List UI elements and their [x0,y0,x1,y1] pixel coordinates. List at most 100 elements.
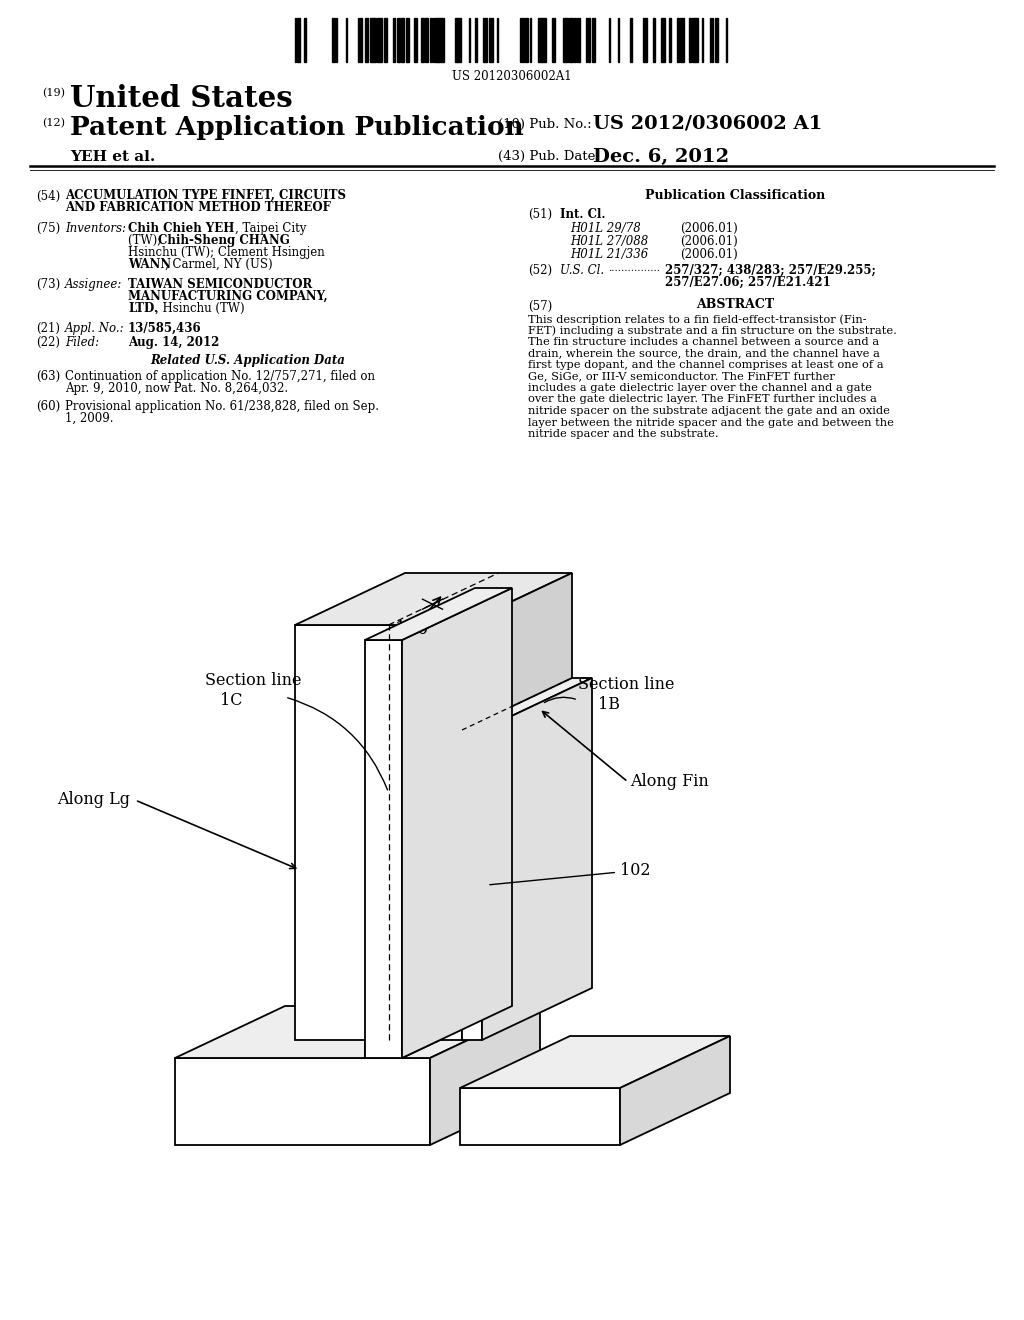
Text: , Hsinchu (TW): , Hsinchu (TW) [155,302,245,315]
Bar [384,18,386,62]
Polygon shape [462,730,482,1040]
Text: The fin structure includes a channel between a source and a: The fin structure includes a channel bet… [528,337,880,347]
Polygon shape [365,640,402,1059]
Bar [406,18,409,62]
Bar [401,18,404,62]
Text: United States: United States [70,84,293,114]
Text: Publication Classification: Publication Classification [645,189,825,202]
Text: ABSTRACT: ABSTRACT [696,298,774,312]
Bar [370,18,375,62]
Text: 257/E27.06; 257/E21.421: 257/E27.06; 257/E21.421 [665,276,830,289]
Bar [393,18,395,62]
Bar [360,18,362,62]
Text: (43) Pub. Date:: (43) Pub. Date: [498,150,600,162]
Bar [715,18,718,62]
Text: (2006.01): (2006.01) [680,235,737,248]
Polygon shape [365,587,512,640]
Bar [304,18,306,62]
Text: (63): (63) [36,370,60,383]
Bar [643,18,647,62]
Text: 1, 2009.: 1, 2009. [65,412,114,425]
Text: (51): (51) [528,209,552,220]
Polygon shape [402,587,512,1059]
Bar [680,18,684,62]
Text: , Taipei City: , Taipei City [234,222,306,235]
Text: FET) including a substrate and a fin structure on the substrate.: FET) including a substrate and a fin str… [528,326,897,337]
Bar [541,18,546,62]
Text: US 20120306002A1: US 20120306002A1 [453,70,571,83]
Text: Along Fin: Along Fin [630,774,709,791]
Text: (22): (22) [36,337,60,348]
Text: (12): (12) [42,117,65,128]
Text: Chih-Sheng CHANG: Chih-Sheng CHANG [158,234,290,247]
Bar [588,18,590,62]
Text: 102: 102 [489,862,650,884]
Text: (75): (75) [36,222,60,235]
Text: (60): (60) [36,400,60,413]
Text: layer between the nitride spacer and the gate and between the: layer between the nitride spacer and the… [528,417,894,428]
Bar [489,18,493,62]
Text: first type dopant, and the channel comprises at least one of a: first type dopant, and the channel compr… [528,360,884,370]
Text: H01L 27/088: H01L 27/088 [570,235,648,248]
Text: (TW);: (TW); [128,234,165,247]
Polygon shape [295,573,572,624]
Bar [695,18,698,62]
Text: Inventors:: Inventors: [65,222,126,235]
Bar [421,18,424,62]
Bar [565,18,568,62]
Text: Chih Chieh YEH: Chih Chieh YEH [128,222,234,235]
Bar [592,18,595,62]
Bar [552,18,555,62]
Bar [439,18,442,62]
Text: (54): (54) [36,190,60,203]
Text: Filed:: Filed: [65,337,99,348]
Bar [563,18,565,62]
Text: MANUFACTURING COMPANY,: MANUFACTURING COMPANY, [128,290,328,304]
Polygon shape [620,1036,730,1144]
Bar [525,18,528,62]
Text: US 2012/0306002 A1: US 2012/0306002 A1 [593,115,822,133]
Text: Section line: Section line [578,676,675,693]
Polygon shape [462,678,592,730]
Text: Aug. 14, 2012: Aug. 14, 2012 [128,337,219,348]
Polygon shape [462,573,572,1040]
Text: (21): (21) [36,322,60,335]
Text: TAIWAN SEMICONDUCTOR: TAIWAN SEMICONDUCTOR [128,279,312,290]
Bar [475,18,477,62]
Text: (52): (52) [528,264,552,277]
Text: 100: 100 [395,597,440,638]
Polygon shape [175,1059,430,1144]
Text: YEH et al.: YEH et al. [70,150,156,164]
Text: Section line: Section line [205,672,301,689]
Bar [692,18,695,62]
Bar [377,18,382,62]
Text: Int. Cl.: Int. Cl. [560,209,605,220]
Bar [332,18,335,62]
Text: Apr. 9, 2010, now Pat. No. 8,264,032.: Apr. 9, 2010, now Pat. No. 8,264,032. [65,381,288,395]
Text: Appl. No.:: Appl. No.: [65,322,125,335]
Polygon shape [295,624,462,1040]
Text: (19): (19) [42,88,65,98]
Bar [425,18,428,62]
Text: Assignee:: Assignee: [65,279,123,290]
Bar [653,18,655,62]
Bar [365,18,368,62]
Bar [662,18,665,62]
Bar [455,18,458,62]
Bar [297,18,300,62]
Bar [483,18,487,62]
Text: 257/327; 438/283; 257/E29.255;: 257/327; 438/283; 257/E29.255; [665,264,876,277]
Text: nitride spacer and the substrate.: nitride spacer and the substrate. [528,429,719,440]
Bar [414,18,417,62]
Text: includes a gate dielectric layer over the channel and a gate: includes a gate dielectric layer over th… [528,383,871,393]
Polygon shape [430,1006,540,1144]
Bar [630,18,632,62]
Text: drain, wherein the source, the drain, and the channel have a: drain, wherein the source, the drain, an… [528,348,880,359]
Text: (10) Pub. No.:: (10) Pub. No.: [498,117,592,131]
Text: H01L 21/336: H01L 21/336 [570,248,648,261]
Bar [538,18,541,62]
Polygon shape [175,1006,540,1059]
Bar [458,18,461,62]
Text: H01L 29/78: H01L 29/78 [570,222,641,235]
Text: 1B: 1B [598,696,620,713]
